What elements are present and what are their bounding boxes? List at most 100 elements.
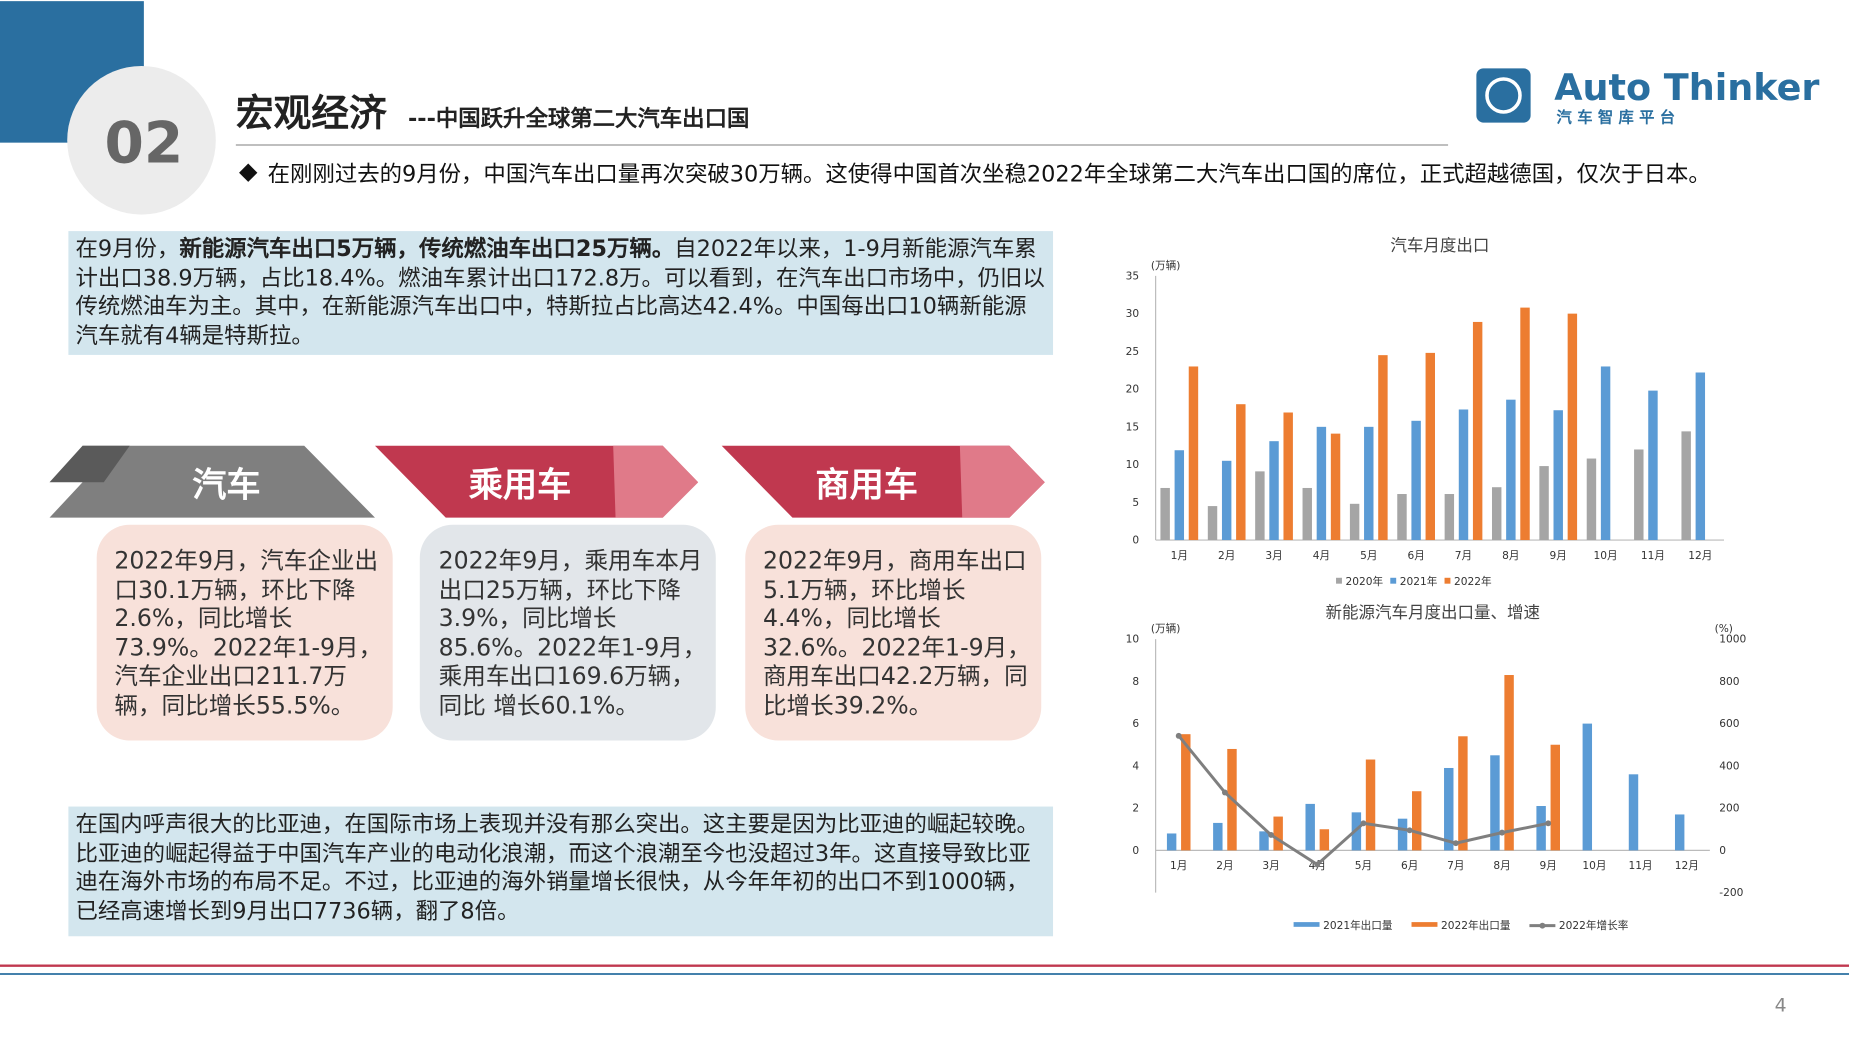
section-number: 02 — [104, 111, 183, 177]
legend-label: 2021年出口量 — [1323, 919, 1393, 932]
bar — [1520, 307, 1530, 541]
y2-tick-label: 600 — [1719, 717, 1740, 730]
y-tick-label: 8 — [1132, 675, 1139, 688]
x-tick-label: 3月 — [1262, 859, 1279, 872]
byd-box — [68, 806, 1054, 937]
x-tick-label: 2月 — [1216, 859, 1233, 872]
bar — [1273, 816, 1283, 851]
page-number: 4 — [1775, 995, 1787, 1017]
bar — [1378, 355, 1388, 541]
y-tick-label: 6 — [1132, 717, 1139, 730]
x-tick-label: 1月 — [1170, 859, 1187, 872]
bar — [1490, 755, 1500, 851]
bar — [1628, 774, 1639, 851]
x-tick-label: 1月 — [1171, 549, 1188, 562]
chart-title: 新能源汽车月度出口量、增速 — [1325, 603, 1540, 622]
card — [419, 524, 716, 741]
y2-tick-label: 1000 — [1719, 633, 1746, 646]
legend-swatch — [1411, 922, 1438, 927]
legend-label: 2022年出口量 — [1441, 919, 1511, 932]
intro-box — [68, 231, 1054, 355]
card-frame: 2022年9月，商用车出口5.1万辆，环比增长4.4%，同比增长32.6%。20… — [763, 546, 1031, 719]
line-marker — [1314, 861, 1321, 868]
y2-tick-label: 0 — [1719, 844, 1726, 857]
legend-label: 2022年增长率 — [1559, 919, 1629, 932]
card-frame: 2022年9月，乘用车本月出口25万辆，环比下降3.9%，同比增长85.6%。2… — [438, 545, 707, 719]
bullet-icon — [239, 163, 258, 182]
y2-tick-label: 200 — [1719, 802, 1740, 815]
card-text: 2022年9月，乘用车本月出口25万辆，环比下降3.9%，同比增长85.6%。2… — [438, 545, 707, 719]
x-tick-label: 3月 — [1265, 549, 1282, 562]
y2-tick-label: 400 — [1719, 759, 1740, 772]
byd-text: 在国内呼声很大的比亚迪，在国际市场上表现并没有那么突出。这主要是因为比亚迪的崛起… — [75, 811, 1039, 924]
x-tick-label: 5月 — [1355, 859, 1372, 872]
y-axis-label: (万辆) — [1151, 259, 1181, 272]
bar — [1365, 759, 1376, 851]
legend-label: 2022年 — [1454, 575, 1492, 588]
bar — [1188, 366, 1199, 541]
card-text: 2022年9月，汽车企业出口30.1万辆，环比下降2.6%，同比增长73.9%。… — [114, 545, 383, 719]
intro-part: 在9月份， — [75, 235, 180, 262]
x-tick-label: 8月 — [1493, 859, 1510, 872]
line-marker — [1545, 820, 1552, 827]
bullet-text: 在刚刚过去的9月份，中国汽车出口量再次突破30万辆。这使得中国首次坐稳2022年… — [268, 162, 1711, 188]
bar — [1319, 829, 1330, 851]
y2-axis-label: (%) — [1715, 622, 1733, 635]
bar — [1181, 734, 1191, 851]
card-title: 商用车 — [815, 465, 918, 505]
x-tick-label: 10月 — [1582, 859, 1606, 872]
bar — [1213, 822, 1223, 851]
intro-text: 在9月份，新能源汽车出口5万辆，传统燃油车出口25万辆。自2022年以来，1-9… — [75, 235, 1048, 351]
bar — [1411, 420, 1421, 541]
bar — [1364, 426, 1374, 541]
intro-bold: 新能源汽车出口5万辆，传统燃油车出口25万辆。 — [179, 235, 675, 262]
bar — [1283, 412, 1293, 541]
card-frame: 2022年9月，汽车企业出口30.1万辆，环比下降2.6%，同比增长73.9%。… — [114, 545, 383, 719]
bar — [1255, 471, 1265, 541]
line-marker — [1175, 732, 1182, 739]
y-tick-label: 30 — [1126, 307, 1140, 320]
x-tick-label: 5月 — [1360, 549, 1377, 562]
bar — [1160, 487, 1170, 541]
bar — [1681, 431, 1691, 541]
x-tick-label: 10月 — [1594, 549, 1618, 562]
bar — [1491, 487, 1502, 541]
bar — [1330, 433, 1341, 541]
bar — [1412, 791, 1422, 851]
bar — [1397, 494, 1407, 541]
intro-frame: 在9月份，新能源汽车出口5万辆，传统燃油车出口25万辆。自2022年以来，1-9… — [75, 235, 1048, 351]
bar — [1236, 404, 1246, 541]
banner-fold — [613, 445, 699, 518]
bar — [1695, 372, 1706, 541]
bar — [1674, 814, 1685, 851]
y-tick-label: 35 — [1126, 269, 1140, 282]
x-tick-label: 9月 — [1550, 549, 1567, 562]
y-tick-label: 10 — [1126, 458, 1140, 471]
bar — [1553, 410, 1563, 541]
y-tick-label: 2 — [1132, 802, 1139, 815]
bar — [1539, 466, 1549, 541]
line-marker — [1268, 832, 1275, 838]
bar — [1221, 460, 1232, 541]
bar — [1166, 833, 1177, 851]
card-title: 乘用车 — [469, 465, 572, 505]
logo-eye — [1485, 77, 1522, 114]
bar — [1302, 487, 1312, 541]
x-tick-label: 4月 — [1313, 549, 1330, 562]
legend-swatch — [1390, 577, 1397, 584]
logo-name: Auto Thinker — [1554, 66, 1819, 109]
bar — [1582, 723, 1593, 851]
card — [745, 524, 1042, 741]
x-tick-label: 6月 — [1407, 549, 1424, 562]
legend-label: 2020年 — [1345, 575, 1383, 588]
y-tick-label: 10 — [1126, 633, 1140, 646]
y-tick-label: 0 — [1132, 844, 1139, 857]
bar — [1305, 803, 1315, 851]
y-tick-label: 5 — [1132, 496, 1139, 509]
y-tick-label: 25 — [1126, 345, 1140, 358]
logo-tagline: 汽 车 智 库 平 台 — [1557, 109, 1676, 127]
line-marker — [1499, 829, 1505, 836]
title: 宏观经济 — [236, 91, 387, 135]
